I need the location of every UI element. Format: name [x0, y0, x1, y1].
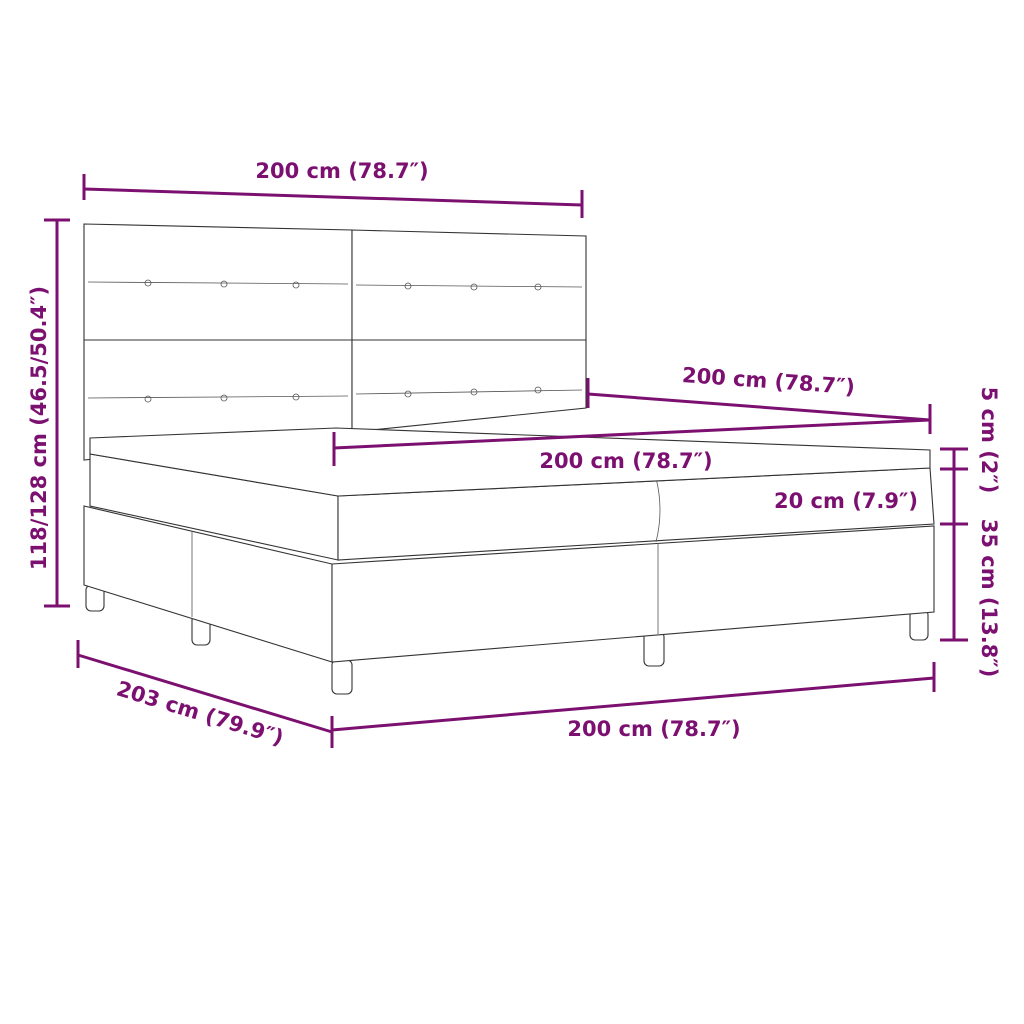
base-front: [331, 525, 935, 663]
base-height-label: 35 cm (13.8″): [977, 519, 1001, 678]
side-length-label: 200 cm (78.7″): [681, 363, 855, 399]
total-length-label: 203 cm (79.9″): [114, 677, 287, 751]
dimension-labels: 200 cm (78.7″) 118/128 cm (46.5/50.4″) 2…: [27, 159, 1001, 750]
dimension-lines: [44, 174, 968, 748]
bed-drawing: [83, 223, 935, 695]
leg: [909, 609, 929, 641]
total-height-label: 118/128 cm (46.5/50.4″): [27, 286, 51, 570]
base-width-label: 200 cm (78.7″): [567, 717, 740, 741]
leg: [643, 631, 665, 667]
topper-width-label: 200 cm (78.7″): [539, 449, 712, 473]
headboard-width-label: 200 cm (78.7″): [255, 159, 428, 183]
headboard-right-bottom: [351, 339, 587, 433]
topper-height-label: 5 cm (2″): [977, 387, 1001, 494]
leg: [331, 659, 353, 695]
mattress-height-label: 20 cm (7.9″): [774, 489, 918, 513]
headboard-buttons: [87, 279, 583, 403]
topper: [89, 427, 931, 497]
